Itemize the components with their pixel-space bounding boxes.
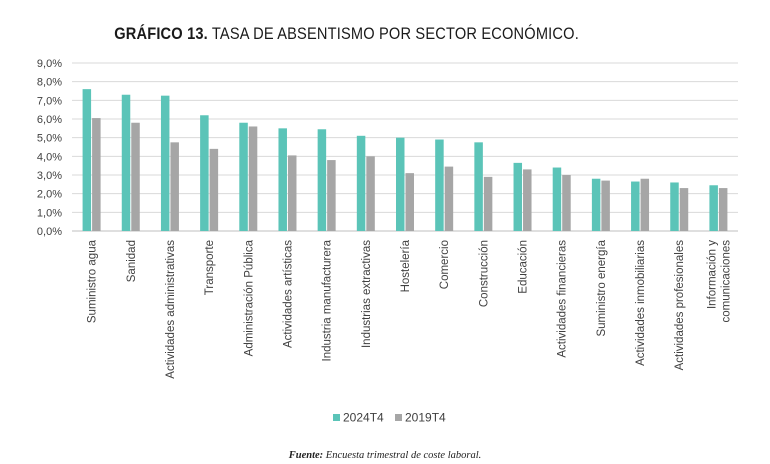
bar-2024t4 (317, 129, 327, 231)
y-tick-label: 4,0% (37, 151, 62, 163)
x-tick-label: Sanidad (126, 240, 138, 282)
bar-2019t4 (248, 126, 258, 231)
source-text: Encuesta trimestral de coste laboral. (325, 450, 482, 461)
x-tick-label: Actividades financieras (557, 240, 569, 358)
x-tick-label: Educación (518, 240, 530, 294)
bar-2024t4 (356, 135, 366, 231)
x-tick-label: Comercio (439, 240, 451, 289)
y-tick-label: 0,0% (37, 226, 62, 238)
bar-2024t4 (552, 167, 562, 231)
x-tick-label: Construcción (478, 240, 490, 307)
bar-2024t4 (121, 94, 131, 231)
chart-title-number: GRÁFICO 13. (114, 24, 208, 43)
bar-2019t4 (679, 188, 689, 231)
bar-2019t4 (562, 175, 571, 231)
bar-2019t4 (523, 169, 532, 231)
x-tick-label: Actividades administrativas (165, 240, 177, 379)
y-tick-label: 6,0% (37, 114, 62, 126)
x-tick-label: Hostelería (400, 239, 412, 292)
bar-2024t4 (200, 115, 209, 231)
source-note: Fuente: Encuesta trimestral de coste lab… (0, 450, 770, 461)
bar-2019t4 (640, 178, 650, 231)
legend-label-2024t4: 2024T4 (343, 411, 384, 425)
legend-swatch-2019t4 (395, 414, 402, 421)
y-tick-label: 7,0% (37, 95, 62, 107)
bar-2019t4 (444, 166, 454, 231)
y-tick-label: 9,0% (37, 58, 62, 70)
bar-2019t4 (483, 176, 493, 231)
bar-2024t4 (709, 185, 718, 231)
y-tick-label: 8,0% (37, 77, 62, 89)
bar-2019t4 (92, 118, 101, 231)
source-label: Fuente: (288, 450, 324, 461)
bar-2024t4 (435, 139, 444, 231)
x-tick-label: Actividades artísticas (282, 240, 294, 348)
x-tick-label: Administración Pública (243, 239, 255, 356)
bar-2019t4 (718, 188, 728, 231)
bar-2024t4 (396, 137, 405, 231)
x-tick-label: Información y (706, 240, 718, 309)
x-tick-label: Actividades profesionales (674, 240, 686, 371)
bar-2019t4 (601, 180, 610, 231)
bar-2019t4 (327, 160, 336, 231)
y-tick-label: 5,0% (37, 133, 62, 145)
bar-2019t4 (405, 173, 414, 231)
x-tick-label: Industrias extractivas (361, 240, 373, 348)
x-tick-label: comunicaciones (720, 240, 732, 323)
x-tick-label: Industria manufacturera (322, 239, 334, 361)
legend-swatch-2024t4 (333, 414, 340, 421)
legend-label-2019t4: 2019T4 (405, 411, 446, 425)
bar-2019t4 (209, 148, 219, 231)
bar-2019t4 (170, 142, 179, 231)
x-tick-label: Transporte (204, 240, 216, 295)
y-tick-label: 3,0% (37, 170, 62, 182)
x-tick-label: Actividades inmobiliarias (635, 240, 647, 366)
chart-title-text: TASA DE ABSENTISMO POR SECTOR ECONÓMICO. (211, 24, 579, 43)
bar-2024t4 (278, 128, 287, 231)
y-tick-label: 2,0% (37, 189, 62, 201)
bar-2019t4 (287, 155, 297, 231)
bar-2024t4 (82, 89, 92, 231)
bar-2019t4 (366, 156, 375, 231)
bar-2024t4 (591, 178, 601, 231)
bar-2024t4 (670, 182, 679, 231)
bar-2024t4 (513, 162, 523, 231)
bar-2024t4 (474, 142, 483, 231)
bar-2024t4 (239, 122, 248, 231)
y-tick-label: 1,0% (37, 207, 62, 219)
x-tick-label: Suministro energía (596, 239, 608, 336)
bar-2024t4 (160, 95, 170, 232)
chart-title: GRÁFICO 13. TASA DE ABSENTISMO POR SECTO… (0, 24, 693, 44)
bar-2024t4 (631, 181, 640, 231)
bar-2019t4 (131, 122, 140, 231)
x-tick-label: Suministro agua (87, 239, 99, 323)
